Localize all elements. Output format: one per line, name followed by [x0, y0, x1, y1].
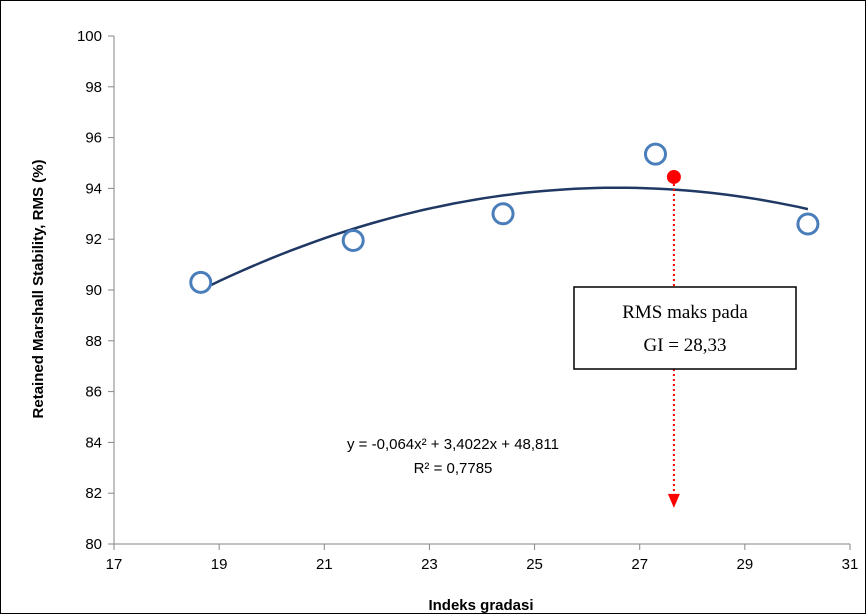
- y-tick-label: 82: [85, 485, 102, 502]
- annotation-line2: GI = 28,33: [643, 335, 726, 356]
- data-point: [643, 142, 667, 166]
- data-point: [796, 212, 820, 236]
- y-tick-label: 100: [77, 28, 102, 45]
- y-tick-label: 80: [85, 536, 102, 553]
- x-tick-label: 23: [421, 556, 438, 573]
- y-tick-label: 86: [85, 384, 102, 401]
- annotation-line1: RMS maks pada: [622, 302, 748, 323]
- annotation-group: RMS maks pada GI = 28,33: [573, 169, 797, 508]
- x-tick-label: 21: [316, 556, 333, 573]
- data-point: [341, 228, 365, 252]
- y-tick-label: 94: [85, 180, 102, 197]
- y-tick-label: 92: [85, 231, 102, 248]
- x-tick-label: 29: [737, 556, 754, 573]
- trendline-r2: R² = 0,7785: [414, 460, 493, 477]
- y-axis-title: Retained Marshall Stability, RMS (%): [30, 160, 47, 419]
- ticks: 80 82 84 86 88 90 92 94 96 98 100 17 19 21 23 25 27 29 31: [77, 28, 858, 573]
- y-tick-label: 84: [85, 434, 102, 451]
- data-point: [189, 270, 213, 294]
- annotation-box: [573, 286, 797, 370]
- trendline: [200, 186, 809, 292]
- y-tick-label: 88: [85, 333, 102, 350]
- x-tick-label: 25: [526, 556, 543, 573]
- trendline-group: [200, 186, 809, 292]
- x-tick-label: 17: [106, 556, 123, 573]
- x-tick-label: 31: [842, 556, 859, 573]
- data-points: [189, 142, 820, 294]
- max-arrow-head: [667, 493, 680, 508]
- y-tick-label: 90: [85, 282, 102, 299]
- x-axis-title: Indeks gradasi: [428, 597, 533, 614]
- y-tick-label: 96: [85, 130, 102, 147]
- data-point: [491, 202, 515, 226]
- x-tick-label: 19: [211, 556, 228, 573]
- max-point: [666, 169, 681, 184]
- x-tick-label: 27: [631, 556, 648, 573]
- y-tick-label: 98: [85, 79, 102, 96]
- trendline-equation: y = -0,064x² + 3,4022x + 48,811: [347, 436, 559, 453]
